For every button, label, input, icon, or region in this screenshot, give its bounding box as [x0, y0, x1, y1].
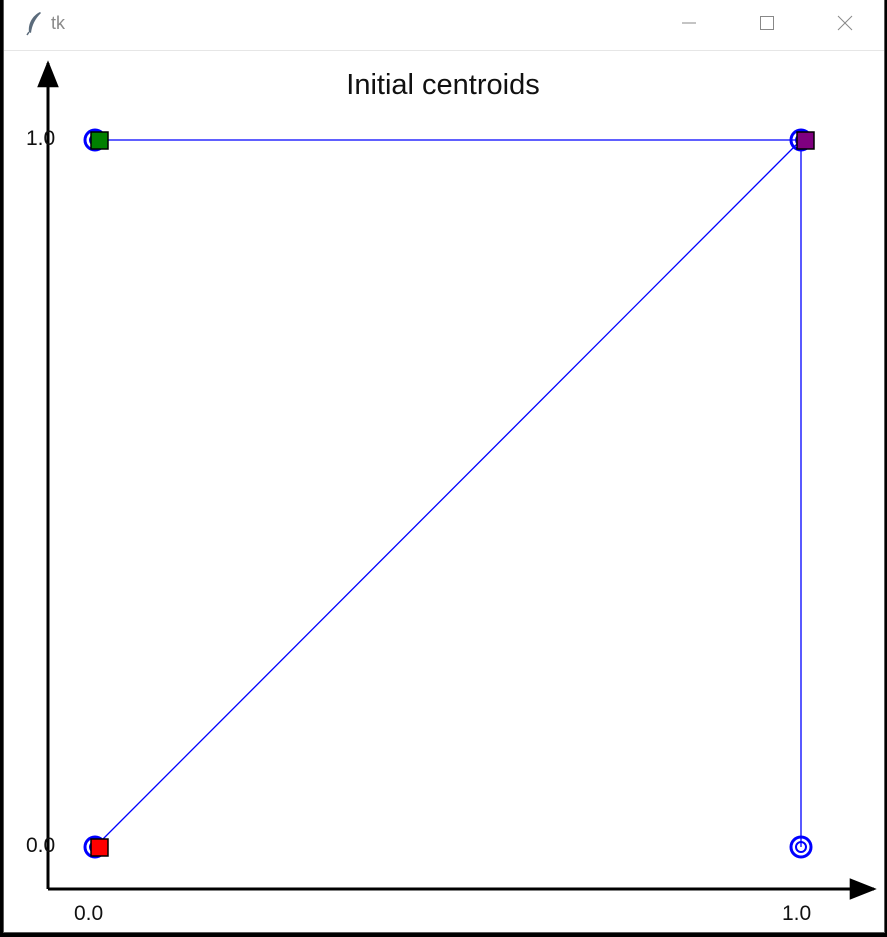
scatter-plot — [37, 60, 877, 900]
plot-canvas: Initial centroids 1.0 0.0 0.0 1.0 — [4, 51, 882, 931]
maximize-button[interactable] — [728, 0, 806, 46]
minimize-button[interactable] — [650, 0, 728, 46]
minimize-icon — [682, 22, 696, 24]
centroid-marker-0 — [90, 131, 109, 150]
window-title: tk — [51, 13, 66, 33]
data-point-3 — [789, 835, 813, 859]
close-button[interactable] — [806, 0, 884, 46]
close-icon — [837, 15, 853, 31]
feather-icon — [24, 10, 44, 36]
centroid-marker-2 — [90, 838, 109, 857]
edge-line-1 — [94, 139, 802, 848]
centroid-marker-1 — [796, 131, 815, 150]
x-tick-label-max: 1.0 — [782, 902, 812, 925]
y-tick-label-min: 0.0 — [26, 834, 56, 857]
x-tick-label-min: 0.0 — [74, 902, 104, 925]
y-tick-label-max: 1.0 — [26, 127, 56, 150]
chart-title: Initial centroids — [346, 69, 540, 101]
tk-window: tk Initial centroids 1.0 0.0 0.0 1.0 — [3, 0, 885, 933]
data-point-core-3 — [795, 841, 807, 853]
title-bar[interactable]: tk — [4, 0, 884, 51]
maximize-icon — [760, 16, 774, 30]
